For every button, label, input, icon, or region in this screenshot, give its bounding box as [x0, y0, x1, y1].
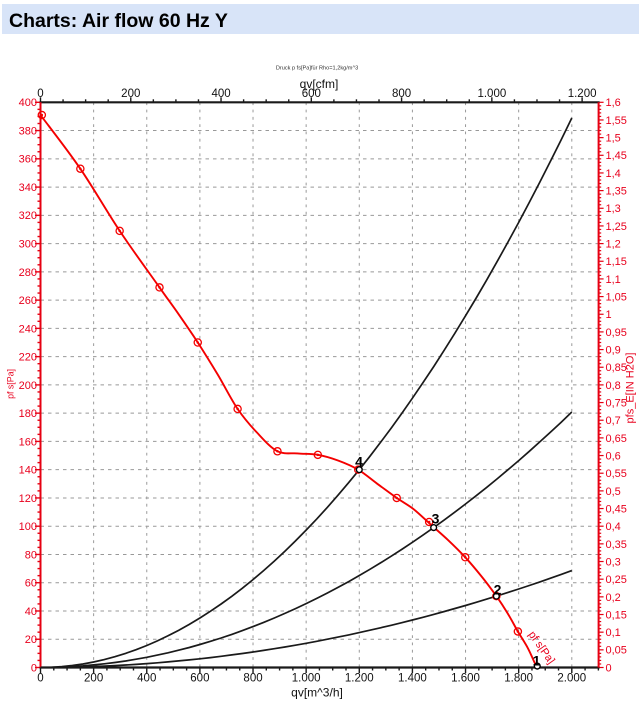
svg-text:0,9: 0,9	[606, 344, 621, 356]
svg-text:0,2: 0,2	[606, 592, 621, 604]
svg-text:120: 120	[19, 493, 37, 505]
svg-text:1,45: 1,45	[606, 150, 627, 162]
svg-text:qv[m^3/h]: qv[m^3/h]	[291, 686, 343, 700]
svg-text:1,55: 1,55	[606, 115, 627, 127]
svg-text:800: 800	[243, 673, 262, 685]
svg-text:360: 360	[19, 154, 37, 166]
svg-text:0,4: 0,4	[606, 521, 621, 533]
svg-text:40: 40	[25, 606, 37, 618]
svg-text:1.200: 1.200	[568, 88, 597, 100]
svg-text:4: 4	[355, 454, 363, 470]
svg-text:200: 200	[84, 673, 103, 685]
svg-text:0,85: 0,85	[606, 362, 627, 374]
svg-text:0,8: 0,8	[606, 380, 621, 392]
svg-text:0: 0	[37, 88, 43, 100]
svg-text:1,5: 1,5	[606, 133, 621, 145]
svg-text:pf s[Pa]: pf s[Pa]	[6, 369, 16, 399]
svg-text:2: 2	[494, 582, 502, 598]
svg-text:1,25: 1,25	[606, 221, 627, 233]
svg-text:0: 0	[31, 662, 37, 674]
svg-text:0,15: 0,15	[606, 609, 627, 621]
svg-text:400: 400	[137, 673, 156, 685]
svg-text:0,95: 0,95	[606, 327, 627, 339]
svg-text:3: 3	[432, 511, 440, 527]
svg-text:1,6: 1,6	[606, 97, 621, 109]
svg-text:0,3: 0,3	[606, 556, 621, 568]
svg-text:1: 1	[533, 653, 541, 669]
svg-text:0: 0	[606, 662, 612, 674]
svg-text:0,6: 0,6	[606, 450, 621, 462]
svg-text:260: 260	[19, 295, 37, 307]
svg-text:200: 200	[19, 380, 37, 392]
svg-text:140: 140	[19, 465, 37, 477]
svg-text:320: 320	[19, 210, 37, 222]
svg-text:2.000: 2.000	[557, 673, 586, 685]
svg-text:800: 800	[392, 88, 411, 100]
svg-text:60: 60	[25, 578, 37, 590]
svg-text:0,25: 0,25	[606, 574, 627, 586]
svg-text:0,5: 0,5	[606, 486, 621, 498]
svg-text:400: 400	[211, 88, 230, 100]
svg-text:600: 600	[190, 673, 209, 685]
svg-text:Druck p fs[Pa]für Rho=1,2kg/m^: Druck p fs[Pa]für Rho=1,2kg/m^3	[276, 66, 358, 72]
svg-text:1,4: 1,4	[606, 168, 621, 180]
svg-text:1.600: 1.600	[451, 673, 480, 685]
svg-text:220: 220	[19, 352, 37, 364]
svg-text:0,1: 0,1	[606, 627, 621, 639]
svg-text:1.200: 1.200	[345, 673, 374, 685]
svg-text:400: 400	[19, 97, 37, 109]
svg-text:180: 180	[19, 408, 37, 420]
svg-text:1.000: 1.000	[477, 88, 506, 100]
svg-text:1: 1	[606, 309, 612, 321]
svg-text:380: 380	[19, 125, 37, 137]
svg-text:0,7: 0,7	[606, 415, 621, 427]
svg-text:280: 280	[19, 267, 37, 279]
svg-text:600: 600	[302, 88, 321, 100]
svg-text:100: 100	[19, 521, 37, 533]
svg-text:0,75: 0,75	[606, 397, 627, 409]
svg-text:200: 200	[121, 88, 140, 100]
svg-text:1,3: 1,3	[606, 203, 621, 215]
svg-text:qv[cfm]: qv[cfm]	[300, 77, 339, 91]
svg-text:340: 340	[19, 182, 37, 194]
svg-text:1.000: 1.000	[292, 673, 321, 685]
svg-text:pfs_E[IN H2O]: pfs_E[IN H2O]	[624, 353, 636, 424]
svg-text:0,65: 0,65	[606, 433, 627, 445]
svg-text:1.800: 1.800	[504, 673, 533, 685]
svg-text:pf s[Pa]: pf s[Pa]	[526, 629, 557, 666]
svg-text:0: 0	[37, 673, 43, 685]
svg-text:1,05: 1,05	[606, 291, 627, 303]
svg-text:0,45: 0,45	[606, 503, 627, 515]
svg-text:0,55: 0,55	[606, 468, 627, 480]
svg-text:1,15: 1,15	[606, 256, 627, 268]
svg-text:160: 160	[19, 436, 37, 448]
svg-text:20: 20	[25, 634, 37, 646]
svg-text:240: 240	[19, 323, 37, 335]
svg-text:300: 300	[19, 239, 37, 251]
svg-text:1.400: 1.400	[398, 673, 427, 685]
svg-text:80: 80	[25, 549, 37, 561]
svg-text:1,35: 1,35	[606, 186, 627, 198]
svg-text:0,35: 0,35	[606, 539, 627, 551]
svg-text:0,05: 0,05	[606, 645, 627, 657]
svg-text:1,2: 1,2	[606, 239, 621, 251]
svg-text:1,1: 1,1	[606, 274, 621, 286]
